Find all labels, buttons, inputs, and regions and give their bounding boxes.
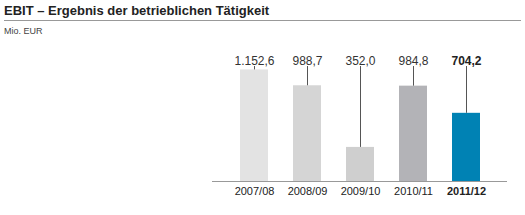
svg-text:704,2: 704,2 (451, 54, 481, 68)
svg-text:988,7: 988,7 (292, 54, 322, 68)
svg-text:984,8: 984,8 (398, 54, 428, 68)
svg-text:2011/12: 2011/12 (447, 185, 486, 197)
svg-text:352,0: 352,0 (345, 54, 375, 68)
svg-text:2010/11: 2010/11 (394, 185, 433, 197)
html-text:EBIT – Ergebnis der betrieblic: EBIT – Ergebnis der betrieblichen Tätigk… (4, 3, 270, 18)
html-text:Mio. EUR: Mio. EUR (4, 26, 43, 36)
svg-text:1.152,6: 1.152,6 (234, 54, 274, 68)
svg-text:2007/08: 2007/08 (235, 185, 275, 197)
svg-text:2008/09: 2008/09 (288, 185, 328, 197)
svg-text:2009/10: 2009/10 (341, 185, 381, 197)
